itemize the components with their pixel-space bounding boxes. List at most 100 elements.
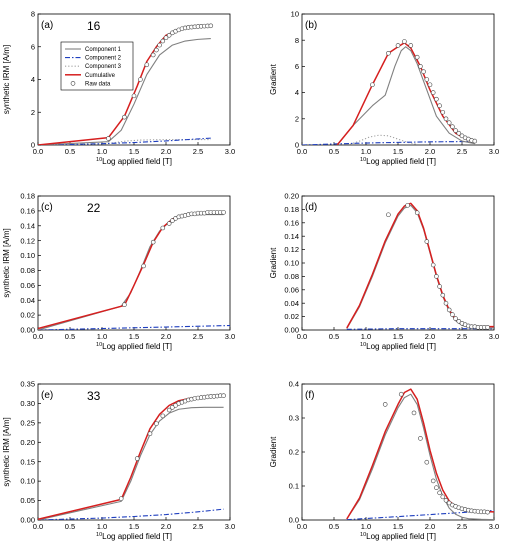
y-tick-label: 0.18 [20, 192, 35, 201]
series-group [38, 23, 214, 145]
raw-data-point [106, 136, 111, 141]
x-tick-label: 0.0 [297, 522, 307, 531]
raw-data-point [424, 77, 430, 82]
raw-data-point [163, 35, 169, 41]
raw-data-point [122, 302, 127, 307]
x-tick-label: 3.0 [225, 332, 235, 341]
y-tick-label: 0.08 [284, 272, 299, 281]
panel-letter: (e) [41, 390, 53, 401]
raw-data-point [157, 42, 162, 48]
raw-data-point [221, 210, 226, 215]
y-tick-label: 0.10 [284, 259, 299, 268]
panel-letter: (d) [305, 202, 317, 213]
y-tick-label: 0.00 [284, 326, 299, 335]
raw-data-point [472, 138, 478, 144]
y-tick-label: 2 [31, 108, 35, 117]
raw-data-point [456, 130, 462, 136]
plot-frame [37, 195, 231, 331]
sample-number: 16 [87, 19, 101, 33]
y-tick-label: 0.25 [20, 418, 35, 427]
x-tick-label: 2.0 [425, 522, 435, 531]
x-tick-label: 2.0 [425, 332, 435, 341]
y-tick-label: 0.12 [20, 236, 35, 245]
y-tick-label: 0 [295, 141, 299, 150]
raw-data-point [424, 239, 430, 244]
raw-data-point [154, 47, 159, 53]
raw-data-point [170, 218, 175, 223]
raw-data-point [443, 497, 449, 503]
x-tick-label: 1.0 [97, 332, 107, 341]
chart-panel: 0.0 0.5 1.0 1.5 2.0 2.5 3.0 0.00 0.05 0.10 0.15 0.2… [2, 380, 235, 541]
y-tick-label: 0.14 [20, 221, 35, 230]
y-tick-label: 2 [295, 114, 299, 123]
series-line-component-1 [346, 204, 494, 329]
y-tick-label: 8 [31, 10, 35, 19]
raw-data-point [437, 284, 442, 289]
y-tick-label: 0.2 [289, 448, 299, 457]
raw-data-point [418, 436, 423, 441]
x-tick-label: 0.0 [297, 332, 307, 341]
raw-data-point [382, 402, 388, 407]
panel-letter: (f) [305, 390, 314, 401]
raw-data-point [440, 109, 446, 115]
chart-panel: 0.0 0.5 1.0 1.5 2.0 2.5 3.0 0 2 4 6 8 10Log applied … [2, 10, 235, 166]
x-axis-label: 10Log applied field [T] [360, 157, 436, 166]
raw-data-point [154, 421, 159, 426]
x-axis-label-main: Log applied field [T] [102, 342, 172, 351]
y-tick-label: 4 [295, 88, 299, 97]
y-tick-label: 0.0 [289, 516, 299, 525]
raw-data-point [443, 116, 449, 122]
legend-label-cumulative: Cumulative [85, 73, 116, 79]
raw-data-point [414, 54, 420, 60]
raw-data-point [402, 39, 407, 44]
y-axis-label: Gradient [269, 436, 278, 467]
x-tick-label: 1.5 [129, 332, 139, 341]
y-tick-label: 0.02 [20, 311, 35, 320]
y-tick-label: 0.16 [20, 206, 35, 215]
x-tick-label: 1.5 [129, 522, 139, 531]
y-tick-label: 0.3 [289, 414, 299, 423]
x-tick-label: 3.0 [489, 522, 499, 531]
raw-data-point [427, 82, 433, 88]
raw-data-point [421, 69, 426, 74]
x-axis-label-main: Log applied field [T] [366, 342, 436, 351]
sample-number: 33 [87, 389, 101, 403]
x-axis-label-main: Log applied field [T] [366, 157, 436, 166]
x-axis-label-sup: 10 [96, 342, 102, 348]
series-line-component-1 [346, 393, 494, 520]
raw-data-point [166, 32, 172, 38]
raw-data-point [134, 456, 140, 461]
raw-data-point [408, 43, 414, 48]
x-tick-label: 2.0 [161, 522, 171, 531]
raw-data-point [138, 77, 143, 82]
series-line-component-2 [38, 137, 211, 145]
raw-data-point [221, 393, 226, 398]
x-tick-label: 1.0 [361, 147, 371, 156]
y-axis-label: synthetic IRM [A/m] [2, 228, 11, 297]
x-tick-label: 2.0 [425, 147, 435, 156]
y-tick-label: 0.06 [20, 281, 35, 290]
x-axis-label: 10Log applied field [T] [96, 532, 172, 541]
x-tick-label: 1.0 [361, 332, 371, 341]
sample-number: 22 [87, 201, 101, 215]
raw-data-point [150, 52, 156, 58]
legend-marker-raw [70, 81, 76, 86]
y-tick-label: 0.00 [20, 326, 35, 335]
y-tick-label: 8 [295, 36, 299, 45]
raw-data-point [430, 478, 436, 484]
y-axis-label: Gradient [269, 247, 278, 278]
x-tick-label: 2.5 [193, 147, 203, 156]
series-line-component-1 [336, 46, 475, 145]
raw-data-point [166, 221, 172, 226]
y-tick-label: 0.04 [284, 299, 299, 308]
raw-data-point [411, 410, 417, 416]
y-tick-label: 6 [31, 42, 35, 51]
y-tick-label: 0.10 [20, 251, 35, 260]
x-tick-label: 3.0 [225, 522, 235, 531]
raw-data-point [446, 500, 452, 506]
chart-panel: 0.0 0.5 1.0 1.5 2.0 2.5 3.0 0.00 0.02 0.04 0.06 0.0… [2, 192, 235, 351]
raw-data-point [160, 225, 166, 231]
x-tick-label: 1.5 [129, 147, 139, 156]
